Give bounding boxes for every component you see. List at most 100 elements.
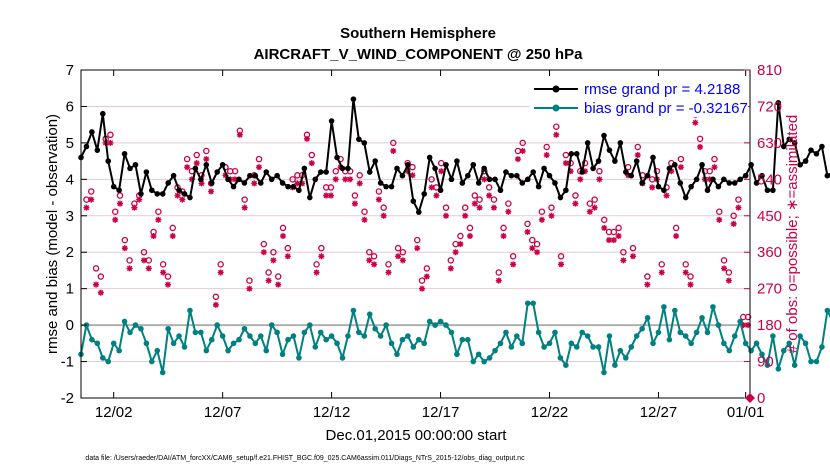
bias-point: [94, 340, 101, 347]
obs-assimilated-point: [208, 188, 215, 195]
obs-assimilated-point: [548, 212, 555, 219]
obs-possible-point: [394, 244, 402, 252]
obs-possible-point: [351, 192, 359, 199]
obs-assimilated-point: [131, 204, 138, 211]
obs-possible-point: [457, 232, 464, 240]
bias-point: [617, 347, 624, 354]
x-tick-label: 12/27: [640, 404, 678, 421]
bias-point: [780, 347, 787, 354]
obs-assimilated-point: [419, 285, 426, 292]
bias-point: [731, 333, 738, 339]
obs-possible-point: [500, 224, 507, 232]
bias-point: [307, 322, 313, 328]
rmse-point: [165, 180, 171, 186]
bias-point: [481, 358, 487, 365]
rmse-point: [802, 158, 809, 164]
bias-point: [345, 333, 351, 339]
obs-possible-point: [591, 196, 598, 203]
plot-frame: [80, 69, 751, 399]
rmse-point: [530, 169, 536, 175]
rmse-point: [263, 169, 270, 175]
obs-assimilated-point: [299, 180, 306, 187]
obs-assimilated-point: [256, 164, 263, 171]
obs-assimilated-point: [495, 277, 502, 284]
bias-point: [279, 351, 286, 358]
obs-assimilated-point: [615, 233, 622, 240]
obs-possible-point: [730, 212, 737, 220]
rmse-point: [454, 158, 460, 164]
bias-point: [247, 333, 253, 339]
rmse-point: [301, 165, 308, 172]
rmse-point: [682, 194, 689, 201]
rmse-point: [595, 158, 602, 164]
legend-rmse-label: rmse grand pr = 4.2188: [584, 81, 740, 98]
obs-possible-point: [658, 261, 665, 268]
obs-assimilated-point: [361, 216, 368, 223]
obs-assimilated-point: [323, 192, 330, 199]
bias-point: [383, 322, 389, 328]
rmse-point: [203, 161, 210, 168]
obs-possible-point: [706, 167, 713, 175]
obs-possible-point: [366, 248, 373, 256]
bias-point: [415, 336, 422, 343]
bias-point: [170, 340, 177, 347]
bias-point: [454, 351, 460, 358]
rmse-point: [192, 165, 199, 172]
rmse-point: [677, 180, 684, 186]
rmse-point: [770, 187, 776, 194]
rmse-point: [628, 172, 635, 179]
obs-assimilated-point: [510, 261, 517, 268]
obs-assimilated-point: [385, 269, 392, 276]
y-tick-label: 3: [66, 208, 74, 225]
bias-point: [285, 336, 291, 343]
obs-assimilated-point: [601, 224, 608, 231]
chart-title: Southern Hemisphere: [340, 25, 496, 42]
bias-line: [80, 302, 830, 374]
bias-point: [699, 315, 705, 321]
bias-point: [704, 329, 711, 336]
bias-point: [557, 355, 564, 361]
obs-possible-point: [265, 269, 272, 276]
rmse-point: [307, 194, 313, 201]
bias-point: [802, 340, 809, 347]
rmse-point: [279, 180, 286, 186]
obs-possible-point: [356, 172, 363, 179]
bias-point: [753, 340, 760, 347]
obs-assimilated-point: [634, 152, 641, 159]
bias-point: [590, 344, 596, 350]
obs-assimilated-point: [356, 180, 363, 187]
chart-subtitle: AIRCRAFT_V_WIND_COMPONENT @ 250 hPa: [254, 46, 584, 63]
bias-point: [339, 355, 346, 361]
obs-assimilated-point: [246, 285, 253, 292]
obs-possible-point: [318, 244, 325, 252]
y-right-tick-label: 810: [757, 62, 782, 79]
rmse-point: [552, 180, 558, 186]
obs-assimilated-point: [222, 172, 229, 179]
obs-assimilated-point: [668, 168, 675, 175]
rmse-point: [285, 183, 291, 190]
bias-point: [394, 351, 400, 358]
bias-point: [492, 347, 498, 354]
x-tick-label: 12/12: [313, 404, 351, 421]
obs-possible-point: [672, 224, 680, 232]
obs-possible-point: [524, 220, 531, 228]
rmse-point: [236, 176, 242, 183]
bias-point: [89, 336, 95, 343]
obs-possible-point: [624, 163, 632, 171]
obs-assimilated-point: [586, 208, 593, 215]
obs-assimilated-point: [414, 245, 421, 252]
obs-possible-point: [155, 208, 162, 215]
bias-point: [132, 322, 139, 328]
rmse-point: [584, 140, 591, 146]
bias-point: [672, 307, 678, 314]
y-tick-label: 7: [66, 62, 74, 79]
rmse-point: [94, 147, 101, 153]
obs-possible-point: [284, 244, 292, 252]
obs-possible-point: [562, 151, 570, 159]
rmse-point: [563, 187, 569, 194]
rmse-point: [208, 180, 215, 186]
obs-assimilated-point: [169, 233, 176, 240]
obs-assimilated-point: [577, 176, 584, 183]
bias-point: [312, 344, 319, 350]
rmse-point: [187, 194, 193, 201]
